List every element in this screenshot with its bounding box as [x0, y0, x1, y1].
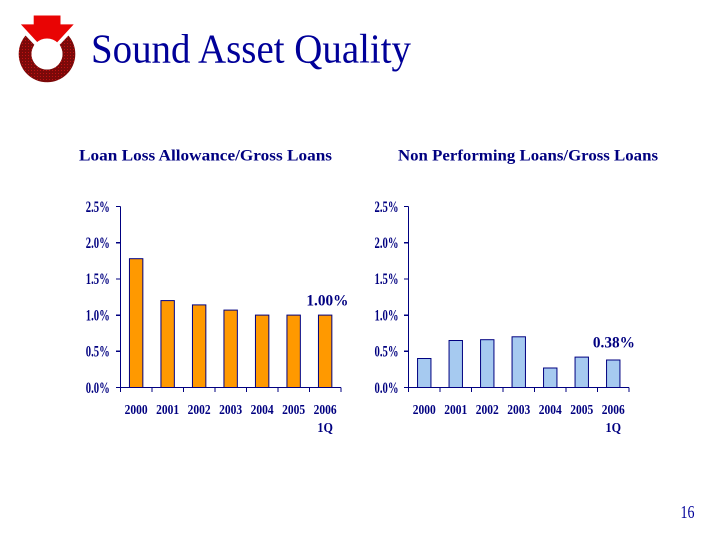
- svg-text:2002: 2002: [476, 403, 499, 418]
- svg-text:0.38%: 0.38%: [593, 335, 635, 352]
- svg-text:0.0%: 0.0%: [375, 380, 399, 397]
- svg-text:2002: 2002: [188, 403, 211, 418]
- svg-text:2004: 2004: [251, 403, 274, 418]
- svg-text:Sound Asset Quality: Sound Asset Quality: [91, 26, 411, 72]
- svg-text:2001: 2001: [444, 403, 467, 418]
- svg-text:1.00%: 1.00%: [306, 293, 348, 310]
- svg-text:2005: 2005: [570, 403, 593, 418]
- svg-text:16: 16: [681, 502, 695, 522]
- svg-text:2004: 2004: [539, 403, 562, 418]
- svg-text:2001: 2001: [156, 403, 179, 418]
- svg-text:2.0%: 2.0%: [86, 235, 110, 252]
- svg-text:2006: 2006: [314, 403, 337, 418]
- svg-text:2.5%: 2.5%: [375, 199, 399, 216]
- svg-text:2.5%: 2.5%: [86, 199, 110, 216]
- svg-text:1.0%: 1.0%: [375, 307, 399, 324]
- svg-text:2000: 2000: [125, 403, 148, 418]
- svg-text:2005: 2005: [282, 403, 305, 418]
- svg-text:1.0%: 1.0%: [86, 307, 110, 324]
- svg-text:0.0%: 0.0%: [86, 380, 110, 397]
- svg-text:1Q: 1Q: [606, 421, 622, 436]
- svg-text:0.5%: 0.5%: [86, 344, 110, 361]
- svg-text:2003: 2003: [507, 403, 530, 418]
- svg-text:1Q: 1Q: [317, 421, 333, 436]
- svg-text:0.5%: 0.5%: [375, 344, 399, 361]
- svg-text:1.5%: 1.5%: [375, 271, 399, 288]
- svg-text:2000: 2000: [413, 403, 436, 418]
- svg-text:1.5%: 1.5%: [86, 271, 110, 288]
- svg-text:2003: 2003: [219, 403, 242, 418]
- svg-text:Loan Loss Allowance/Gross Loan: Loan Loss Allowance/Gross Loans: [79, 147, 332, 164]
- svg-text:Non Performing Loans/Gross Loa: Non Performing Loans/Gross Loans: [398, 147, 658, 164]
- svg-text:2.0%: 2.0%: [375, 235, 399, 252]
- svg-text:2006: 2006: [602, 403, 625, 418]
